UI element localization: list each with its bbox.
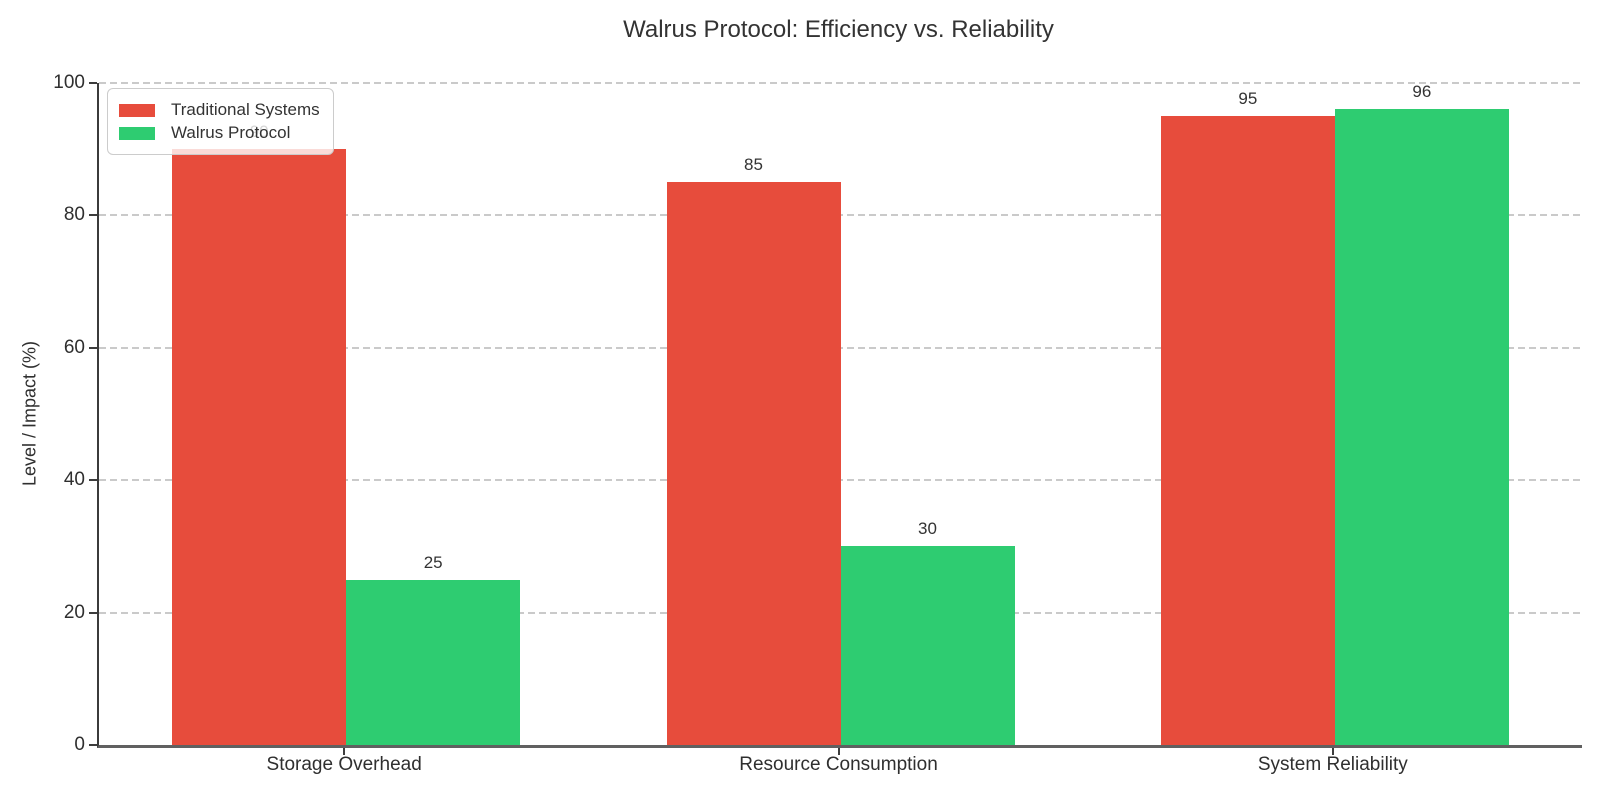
bar xyxy=(1334,109,1509,745)
y-tick-label: 60 xyxy=(63,336,85,358)
y-tick-mark xyxy=(89,214,97,217)
bar-value-label: 95 xyxy=(1238,89,1258,109)
y-tick-mark xyxy=(89,744,97,746)
bar xyxy=(666,182,841,745)
y-tick-label: 80 xyxy=(63,204,85,226)
y-tick-label: 20 xyxy=(63,601,85,623)
y-tick-label: 0 xyxy=(74,734,85,755)
legend-swatch-green xyxy=(119,126,155,140)
y-tick-mark xyxy=(89,346,97,349)
bar xyxy=(172,149,347,745)
legend-item-traditional-systems: Traditional Systems xyxy=(119,100,320,120)
x-tick-mark xyxy=(343,748,346,755)
y-tick-mark xyxy=(89,479,97,482)
bar xyxy=(1160,116,1335,745)
y-tick-label: 40 xyxy=(63,469,85,491)
bar xyxy=(840,546,1015,745)
bar-value-label: 25 xyxy=(423,552,443,572)
bar xyxy=(346,579,521,745)
bar-value-label: 30 xyxy=(918,519,937,539)
x-tick-mark xyxy=(1331,748,1334,755)
gridline-y60 xyxy=(99,346,1582,349)
legend-label-traditional-systems: Traditional Systems xyxy=(171,100,320,119)
gridline-y40 xyxy=(99,479,1582,482)
chart-title: Walrus Protocol: Efficiency vs. Reliabil… xyxy=(623,16,1054,43)
legend-item-walrus-protocol: Walrus Protocol xyxy=(119,123,320,143)
bar-value-label: 96 xyxy=(1412,82,1432,102)
x-category-label: Resource Consumption xyxy=(739,754,938,775)
y-tick-mark xyxy=(89,82,97,84)
y-tick-label: 100 xyxy=(53,72,85,93)
y-tick-mark xyxy=(89,611,97,614)
gridline-y100 xyxy=(99,82,1582,84)
x-tick-mark xyxy=(837,748,840,755)
legend: Traditional Systems Walrus Protocol xyxy=(107,88,334,155)
legend-label-walrus-protocol: Walrus Protocol xyxy=(171,123,291,142)
plot-area: 902585309596 Traditional Systems Walrus … xyxy=(97,82,1582,748)
x-category-label: Storage Overhead xyxy=(266,754,422,775)
legend-swatch-red xyxy=(119,103,155,117)
x-category-label: System Reliability xyxy=(1257,754,1408,775)
gridline-y80 xyxy=(99,214,1582,217)
bar-value-label: 85 xyxy=(744,155,763,175)
